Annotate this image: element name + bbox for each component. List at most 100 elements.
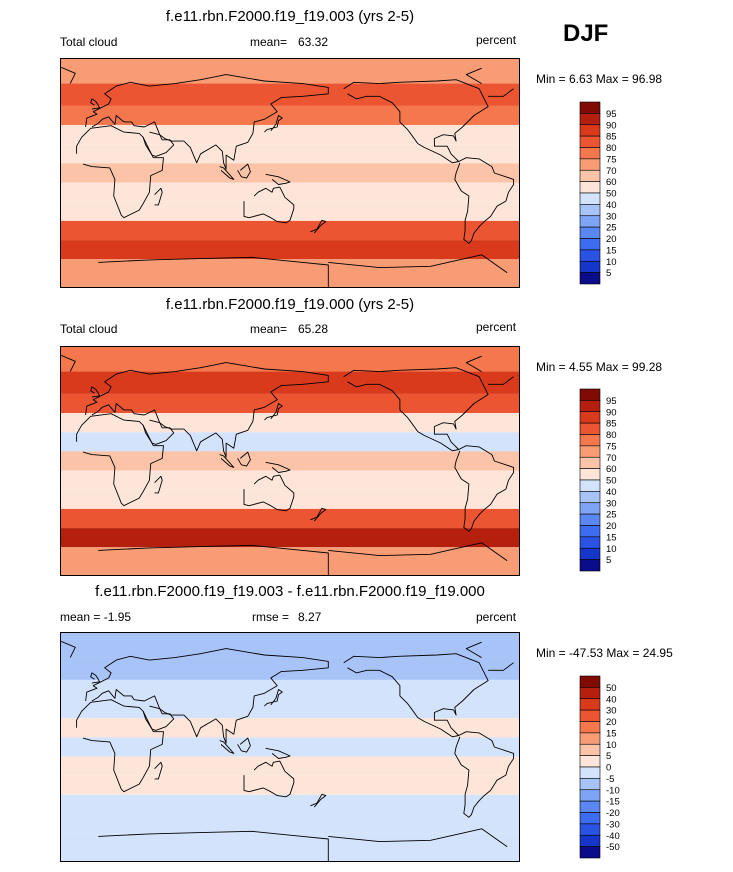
coastline-south-america xyxy=(454,157,515,244)
legend-swatch xyxy=(579,147,601,160)
legend-tick-label: 30 xyxy=(606,706,617,717)
legend-swatch xyxy=(579,215,601,228)
coastline-new-guinea xyxy=(265,173,291,185)
legend-tick-label: 20 xyxy=(606,234,617,245)
legend-swatch xyxy=(579,249,601,262)
legend-tick-label: -20 xyxy=(606,808,620,819)
zonal-band xyxy=(60,58,520,84)
map-frame xyxy=(60,632,520,862)
legend-swatch xyxy=(579,400,601,413)
legend-swatch xyxy=(579,513,601,526)
coastline-madagascar xyxy=(154,475,163,494)
coastline-japan xyxy=(264,403,283,421)
panel1-units: percent xyxy=(476,33,517,47)
legend-swatch xyxy=(579,823,601,836)
legend-swatch xyxy=(579,422,601,435)
coastline-antarctica xyxy=(98,828,508,862)
zonal-band xyxy=(60,718,520,738)
coastline-greenland xyxy=(60,66,514,97)
coastline-japan xyxy=(264,115,283,133)
legend-swatch xyxy=(579,547,601,560)
coastline-antarctica xyxy=(98,254,508,288)
panel3-units: percent xyxy=(476,610,517,624)
coastline-south-america xyxy=(454,731,515,818)
legend-swatch xyxy=(579,445,601,458)
legend-tick-label: 40 xyxy=(606,487,617,498)
legend-tick-label: 90 xyxy=(606,407,617,418)
legend-tick-label: 25 xyxy=(606,510,617,521)
panel3-rmse-label: rmse = xyxy=(252,610,290,624)
zonal-band xyxy=(60,393,520,414)
panel3-minmax: Min = -47.53 Max = 24.95 xyxy=(536,646,673,660)
legend-tick-label: 60 xyxy=(606,464,617,475)
coastline-eurasia xyxy=(85,648,329,744)
zonal-band xyxy=(60,470,520,490)
coastline-eurasia xyxy=(85,362,329,458)
coastline-uk xyxy=(90,386,101,398)
coastline-uk xyxy=(90,98,101,110)
zonal-band xyxy=(60,346,520,372)
legend-swatch xyxy=(579,800,601,813)
legend-tick-label: 70 xyxy=(606,166,617,177)
zonal-band xyxy=(60,775,520,795)
legend-tick-label: -15 xyxy=(606,797,620,808)
panel3-mean-label: mean = -1.95 xyxy=(60,610,132,624)
legend-tick-label: 70 xyxy=(606,453,617,464)
legend-swatch xyxy=(579,169,601,182)
legend-swatch xyxy=(579,158,601,171)
legend-swatch xyxy=(579,124,601,137)
legend-tick-label: 80 xyxy=(606,430,617,441)
legend-tick-label: 10 xyxy=(606,740,617,751)
panel3-title: f.e11.rbn.F2000.f19_f19.003 - f.e11.rbn.… xyxy=(95,583,485,600)
zonal-band xyxy=(60,451,520,471)
coastline-arabia xyxy=(142,131,175,157)
zonal-band xyxy=(60,508,520,529)
coastline-new-zealand xyxy=(310,507,327,522)
panel3-rmse-value: 8.27 xyxy=(298,610,322,624)
zonal-band xyxy=(60,489,520,509)
legend-tick-label: 5 xyxy=(606,751,611,762)
coastline-japan xyxy=(264,689,283,707)
panel3-map xyxy=(60,632,520,862)
panel1-title: f.e11.rbn.F2000.f19_f19.003 (yrs 2-5) xyxy=(165,8,415,25)
legend-swatch xyxy=(579,789,601,802)
zonal-band xyxy=(60,105,520,126)
coastline-australia xyxy=(243,760,295,798)
legend-swatch xyxy=(579,721,601,734)
zonal-band xyxy=(60,833,520,862)
continent-outlines xyxy=(60,354,515,576)
legend-swatch xyxy=(579,238,601,251)
legend-tick-label: 50 xyxy=(606,476,617,487)
legend-tick-label: 5 xyxy=(606,268,611,279)
zonal-band xyxy=(60,679,520,700)
map-field xyxy=(60,346,520,576)
zonal-band xyxy=(60,547,520,576)
legend-tick-label: -50 xyxy=(606,842,620,853)
panel2-units: percent xyxy=(476,320,517,334)
legend-tick-label: 25 xyxy=(606,223,617,234)
coastline-new-zealand xyxy=(310,793,327,808)
legend-tick-label: 20 xyxy=(606,521,617,532)
legend-swatch xyxy=(579,698,601,711)
zonal-band xyxy=(60,794,520,815)
legend-tick-label: 30 xyxy=(606,211,617,222)
legend-tick-label: 0 xyxy=(606,763,611,774)
coastline-south-america xyxy=(454,445,515,532)
map-frame xyxy=(60,346,520,576)
legend-tick-label: 90 xyxy=(606,120,617,131)
legend-tick-label: 80 xyxy=(606,143,617,154)
legend-swatch xyxy=(579,260,601,273)
legend-tick-label: -10 xyxy=(606,785,620,796)
legend-swatch xyxy=(579,536,601,549)
legend-tick-label: 60 xyxy=(606,177,617,188)
legend-swatch xyxy=(579,411,601,424)
legend-tick-label: 30 xyxy=(606,498,617,509)
legend-tick-label: 95 xyxy=(606,109,617,120)
panel1-mean-label: mean= xyxy=(250,35,288,49)
legend-swatch xyxy=(579,812,601,825)
coastline-greenland xyxy=(60,640,514,671)
coastline-uk xyxy=(90,672,101,684)
legend-swatch xyxy=(579,525,601,538)
legend-swatch xyxy=(579,204,601,217)
panel2-mean-label: mean= xyxy=(250,322,288,336)
